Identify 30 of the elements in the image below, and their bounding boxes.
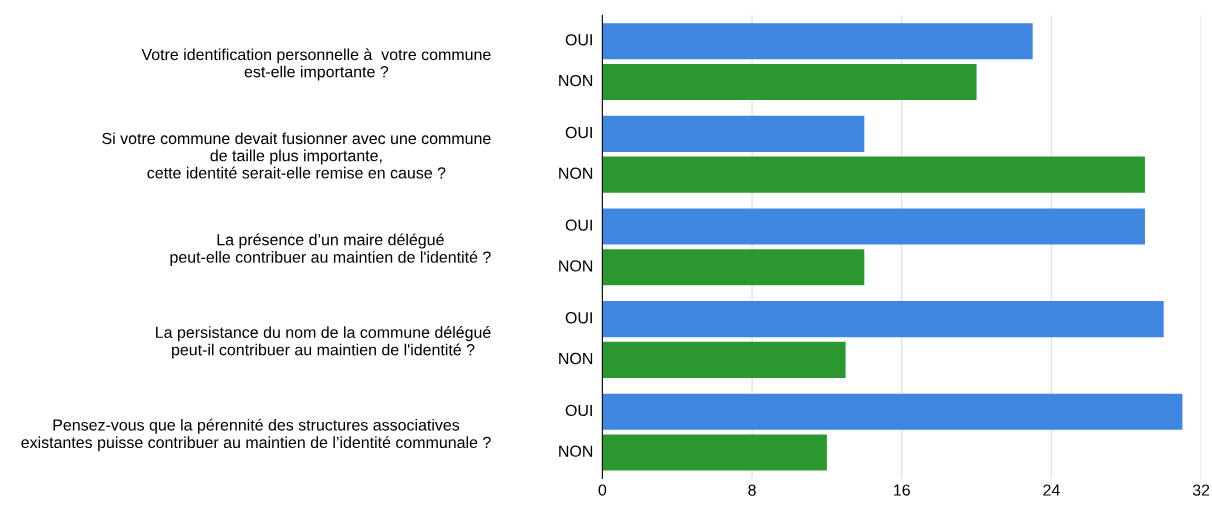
bar bbox=[602, 393, 1183, 430]
series-label: OUI bbox=[565, 34, 592, 46]
x-tick-label: 32 bbox=[1192, 484, 1210, 496]
y-tick-label: La présence d’un maire délégué peut-elle contribuer au maintien de l'identité ? bbox=[170, 233, 491, 266]
x-tick-label: 8 bbox=[748, 484, 756, 496]
y-tick-label: Votre identification personnelle à votre commune est-elle importante ? bbox=[141, 48, 491, 81]
x-tick-label: 0 bbox=[598, 484, 607, 496]
bar bbox=[602, 156, 1145, 193]
text: OUI bbox=[565, 312, 592, 324]
bar bbox=[602, 115, 865, 152]
y-tick-label: Pensez-vous que la pérennité des structures associatives existantes puisse contribuer au maintien de l’identité communale ? bbox=[21, 418, 491, 452]
series-label: NON bbox=[559, 74, 593, 87]
text: OUI bbox=[565, 404, 592, 417]
bar bbox=[602, 434, 827, 471]
text: NON bbox=[559, 260, 593, 272]
bar bbox=[602, 341, 846, 378]
x-tick-label: 16 bbox=[894, 484, 910, 496]
text: OUI bbox=[565, 126, 592, 139]
y-tick-label: La persistance du nom de la commune délégué peut-il contribuer au maintien de l'identité ? bbox=[156, 326, 491, 359]
x-tick-label: 24 bbox=[1043, 484, 1060, 496]
text: NON bbox=[559, 445, 593, 457]
text: OUI bbox=[565, 219, 592, 231]
bar bbox=[602, 63, 977, 101]
y-tick-label: Si votre commune devait fusionner avec une commune de taille plus importante, cette identité serait-elle remise en cause ? bbox=[102, 132, 491, 179]
bar bbox=[602, 208, 1145, 245]
bar bbox=[602, 249, 865, 286]
text: NON bbox=[559, 352, 593, 365]
text: NON bbox=[559, 167, 593, 179]
bar bbox=[602, 301, 1164, 338]
bar bbox=[602, 23, 1033, 60]
